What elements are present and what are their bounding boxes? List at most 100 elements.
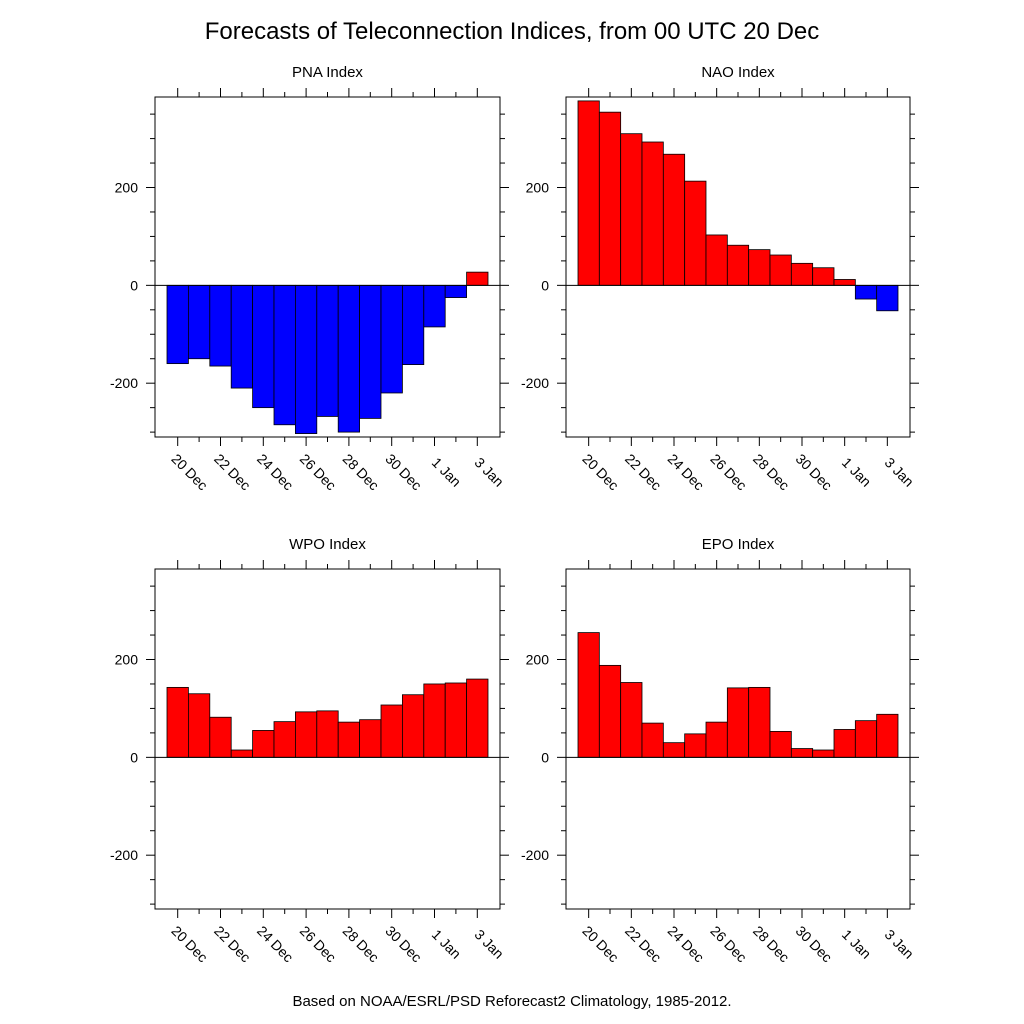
bar-22-dec	[209, 284, 232, 367]
bar-31-dec	[401, 694, 425, 758]
y-tick-label: 0	[130, 277, 138, 293]
y-tick-label: -200	[110, 847, 138, 863]
bar-20-dec	[577, 100, 600, 286]
bar-26-dec	[705, 721, 728, 758]
bar-20-dec	[577, 632, 600, 758]
bar-26-dec	[294, 711, 318, 758]
bar-2-jan	[444, 682, 468, 758]
bar-31-dec	[401, 284, 425, 365]
bar-29-dec	[359, 719, 382, 758]
x-tick-label: 22 Dec	[211, 451, 254, 494]
bar-23-dec	[641, 722, 664, 758]
bar-3-jan	[876, 284, 899, 312]
bar-25-dec	[684, 180, 707, 286]
x-tick-label: 28 Dec	[340, 451, 383, 494]
x-tick-label: 24 Dec	[665, 451, 708, 494]
bar-1-jan	[423, 683, 446, 758]
x-tick-label: 24 Dec	[254, 451, 297, 494]
bar-30-dec	[790, 262, 814, 286]
panel-wpo-index: WPO Index 200 0 -200 20 Dec 22 Dec 24 Dec 26 De…	[110, 536, 509, 965]
bar-23-dec	[230, 749, 253, 758]
x-tick-label: 3 Jan	[882, 926, 918, 962]
bar-20-dec	[166, 686, 189, 758]
x-tick-label: 20 Dec	[168, 451, 211, 494]
x-tick-label: 30 Dec	[382, 923, 425, 966]
x-tick-label: 24 Dec	[665, 923, 708, 966]
bar-24-dec	[252, 730, 275, 758]
bar-21-dec	[598, 111, 622, 286]
bar-30-dec	[380, 704, 403, 758]
bar-27-dec	[726, 244, 750, 286]
panel-nao-index: NAO Index 200 0 -200 20 Dec 22 Dec 24 Dec 26 De…	[521, 64, 919, 493]
x-tick-label: 22 Dec	[622, 923, 665, 966]
bar-28-dec	[748, 686, 771, 758]
bar-3-jan	[466, 678, 489, 758]
bar-22-dec	[620, 682, 643, 758]
y-tick-label: 200	[526, 652, 550, 668]
x-tick-label: 26 Dec	[297, 923, 340, 966]
x-tick-label: 1 Jan	[429, 926, 465, 962]
bar-21-dec	[598, 664, 622, 758]
x-tick-label: 1 Jan	[839, 926, 875, 962]
bar-2-jan	[854, 284, 878, 300]
bar-21-dec	[187, 693, 211, 758]
x-tick-label: 30 Dec	[793, 451, 836, 494]
bar-23-dec	[230, 284, 253, 389]
bar-20-dec	[166, 284, 189, 365]
y-tick-label: 0	[130, 749, 138, 765]
bar-1-jan	[833, 729, 856, 758]
x-tick-label: 3 Jan	[882, 454, 918, 490]
bar-1-jan	[833, 279, 856, 286]
y-tick-label: 200	[115, 652, 139, 668]
x-tick-label: 22 Dec	[622, 451, 665, 494]
x-tick-label: 26 Dec	[707, 451, 750, 494]
bar-3-jan	[466, 271, 489, 286]
figure-title: Forecasts of Teleconnection Indices, fro…	[204, 18, 820, 45]
x-tick-label: 30 Dec	[793, 923, 836, 966]
bar-23-dec	[641, 141, 664, 286]
bar-22-dec	[620, 133, 643, 286]
bar-2-jan	[444, 284, 468, 298]
panel-pna-index: PNA Index 200 0 -200 20 Dec 22 Dec 24 Dec 26 De…	[110, 64, 509, 493]
x-tick-label: 24 Dec	[254, 923, 297, 966]
y-tick-label: 0	[541, 277, 549, 293]
x-tick-label: 30 Dec	[382, 451, 425, 494]
x-tick-label: 20 Dec	[579, 923, 622, 966]
panel-epo-index: EPO Index 200 0 -200 20 Dec 22 Dec 24 Dec 26 De…	[521, 536, 919, 965]
bar-25-dec	[684, 733, 707, 758]
bar-27-dec	[316, 284, 339, 417]
x-tick-label: 26 Dec	[707, 923, 750, 966]
bar-29-dec	[769, 731, 792, 758]
x-tick-label: 28 Dec	[750, 451, 793, 494]
bar-3-jan	[876, 713, 899, 758]
panel-title: EPO Index	[702, 536, 775, 553]
x-tick-label: 20 Dec	[579, 451, 622, 494]
x-tick-label: 20 Dec	[168, 923, 211, 966]
x-tick-label: 28 Dec	[750, 923, 793, 966]
bar-26-dec	[705, 234, 728, 286]
bar-2-jan	[854, 720, 878, 758]
bar-29-dec	[359, 284, 382, 419]
footer-note: Based on NOAA/ESRL/PSD Reforecast2 Clima…	[292, 993, 732, 1010]
bar-24-dec	[662, 153, 686, 286]
y-tick-label: -200	[521, 847, 549, 863]
bar-30-dec	[790, 748, 814, 758]
y-tick-label: 200	[526, 180, 550, 196]
bar-27-dec	[316, 710, 339, 758]
y-tick-label: 0	[541, 749, 549, 765]
bar-30-dec	[380, 284, 403, 394]
x-tick-label: 22 Dec	[211, 923, 254, 966]
bar-22-dec	[209, 716, 232, 758]
x-tick-label: 3 Jan	[472, 454, 508, 490]
bar-28-dec	[337, 721, 361, 758]
y-tick-label: -200	[521, 375, 549, 391]
y-tick-label: -200	[110, 375, 138, 391]
bar-25-dec	[273, 721, 296, 758]
bar-28-dec	[337, 284, 361, 433]
x-tick-label: 3 Jan	[472, 926, 508, 962]
bar-29-dec	[769, 254, 792, 286]
bar-31-dec	[812, 749, 835, 758]
x-tick-label: 26 Dec	[297, 451, 340, 494]
bar-27-dec	[726, 687, 750, 758]
